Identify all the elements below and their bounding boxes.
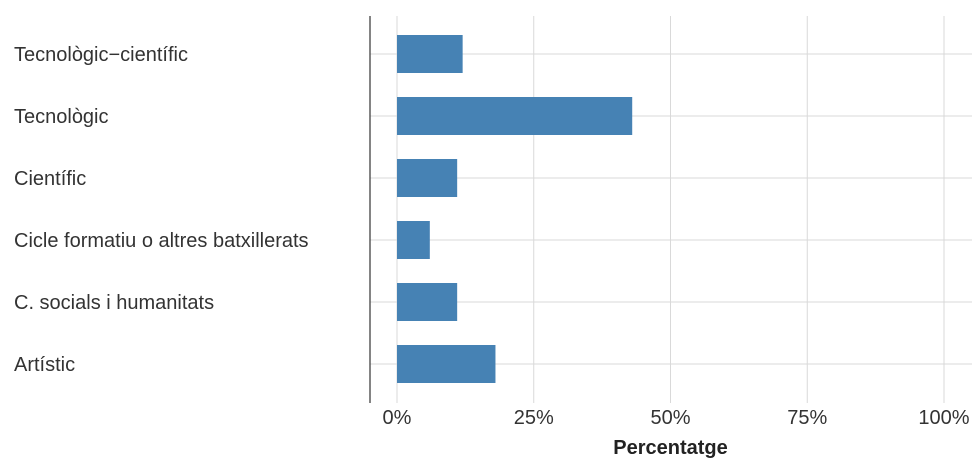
category-label: C. socials i humanitats (14, 292, 214, 314)
x-tick-label: 100% (918, 407, 969, 429)
x-tick-label: 0% (383, 407, 412, 429)
category-label: Tecnològic (14, 106, 109, 128)
category-label: Tecnològic−científic (14, 44, 188, 66)
grid-layer (370, 16, 972, 403)
category-label: Cicle formatiu o altres batxillerats (14, 230, 309, 252)
category-labels: Tecnològic−científic Tecnològic Científic C… (14, 44, 309, 376)
x-tick-label: 25% (514, 407, 554, 429)
bar (397, 159, 458, 197)
bar (397, 345, 496, 383)
bars-layer (397, 35, 633, 383)
category-label: Artístic (14, 354, 75, 376)
bar (397, 97, 633, 135)
x-tick-label: 75% (787, 407, 827, 429)
x-tick-label: 50% (650, 407, 690, 429)
x-tick-labels: 0% 25% 50% 75% 100% (383, 407, 970, 429)
bar (397, 221, 430, 259)
x-axis-title: Percentatge (613, 437, 728, 459)
bar (397, 283, 458, 321)
category-label: Científic (14, 168, 86, 190)
bar (397, 35, 463, 73)
